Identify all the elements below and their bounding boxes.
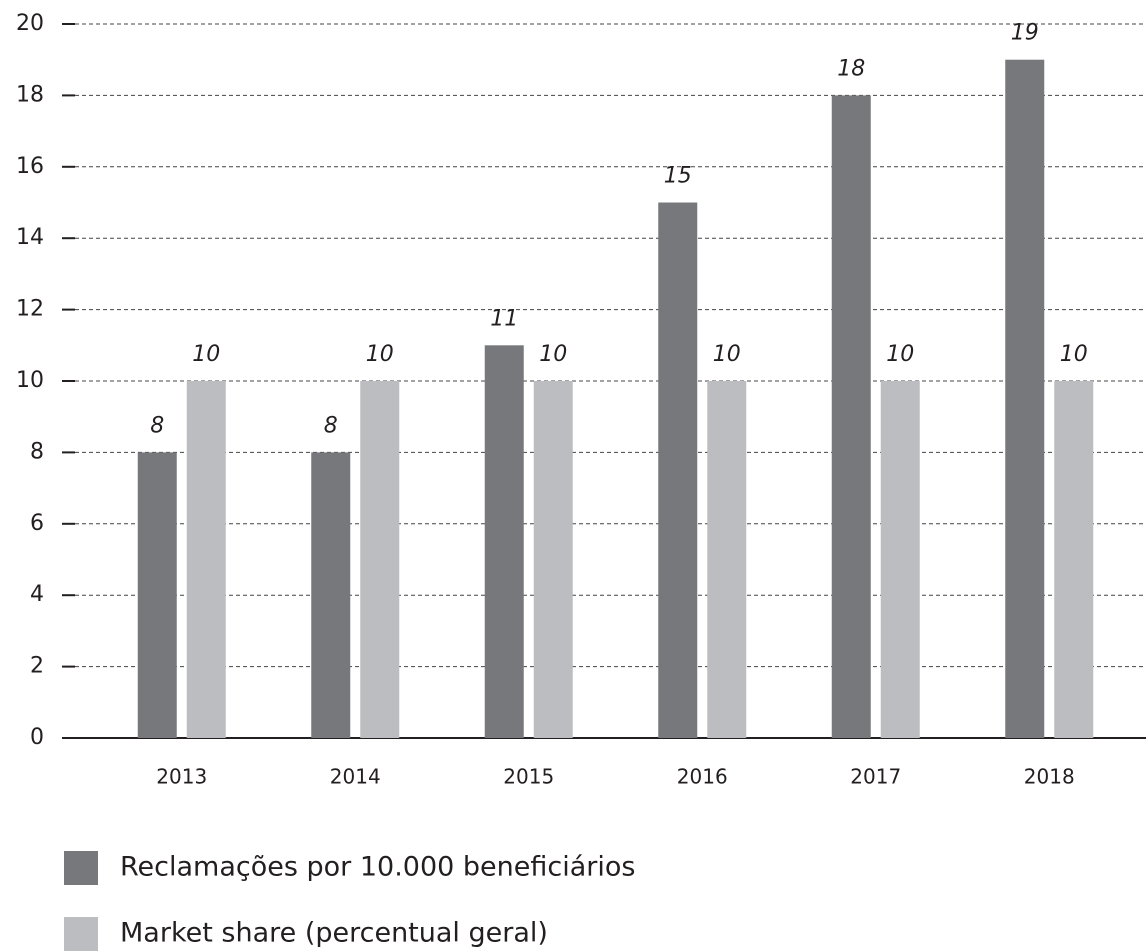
legend-swatch [64,917,98,951]
x-tick-label: 2018 [1024,765,1075,789]
bar [880,381,920,738]
bar [311,452,351,738]
y-tick-label: 8 [30,439,44,464]
y-tick-label: 16 [16,154,44,179]
data-label: 11 [490,306,518,331]
y-tick-label: 18 [16,82,44,107]
data-label: 8 [150,413,164,438]
data-label: 8 [324,413,338,438]
bar [360,381,400,738]
legend-label: Market share (percentual geral) [120,918,548,949]
data-label: 10 [886,342,914,367]
y-tick-label: 2 [30,654,44,679]
x-tick-label: 2017 [850,765,901,789]
data-label: 15 [664,164,692,189]
bar [137,452,177,738]
bar [484,345,524,738]
y-tick-label: 12 [16,297,44,322]
x-tick-label: 2013 [156,765,207,789]
data-label: 18 [837,56,865,81]
data-label: 10 [539,342,567,367]
legend-label: Reclamações por 10.000 beneficiários [120,852,635,883]
y-tick-label: 14 [16,225,44,250]
bar [1054,381,1094,738]
bar [831,95,871,738]
bar [533,381,573,738]
bar [186,381,226,738]
data-label: 10 [366,342,394,367]
data-label: 19 [1011,21,1039,46]
x-tick-label: 2016 [677,765,728,789]
bar [707,381,747,738]
bar [1005,59,1045,738]
data-label: 10 [1060,342,1088,367]
data-label: 10 [713,342,741,367]
y-tick-label: 6 [30,511,44,536]
legend-swatch [64,851,98,885]
x-tick-label: 2015 [503,765,554,789]
bar [658,202,698,738]
y-tick-label: 20 [16,11,44,36]
y-tick-label: 4 [30,582,44,607]
y-tick-label: 0 [30,725,44,750]
y-tick-label: 10 [16,368,44,393]
x-tick-label: 2014 [330,765,381,789]
data-label: 10 [192,342,220,367]
